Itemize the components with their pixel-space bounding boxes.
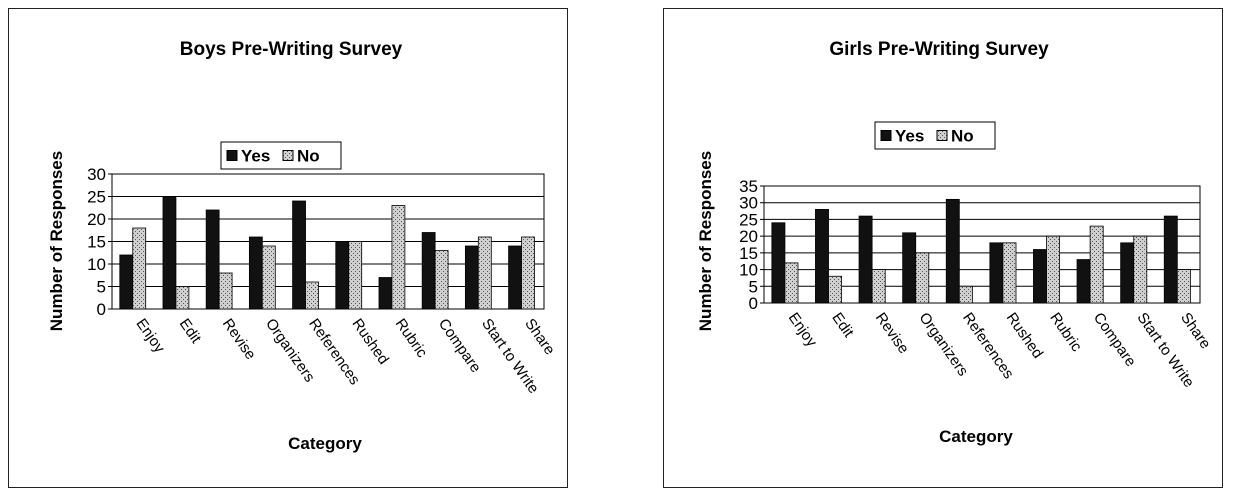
y-tick-label: 20 (87, 210, 106, 229)
bar-no-organizers (915, 252, 930, 304)
y-tick-label: 30 (739, 194, 758, 213)
girls-chart-panel: Girls Pre-Writing Survey Yes No 0 5 10 15 20 25 3… (663, 8, 1223, 488)
x-tick-label: Rushed (1003, 310, 1047, 362)
legend-no-swatch (282, 150, 294, 161)
x-tick-label: Enjoy (132, 316, 168, 357)
x-axis-title: Category (939, 427, 1013, 446)
y-tick-label: 0 (749, 294, 758, 313)
bar-yes-rushed (989, 242, 1004, 304)
bar-yes-compare (421, 232, 436, 310)
x-tick-label: Enjoy (785, 310, 821, 351)
bar-yes-enjoy (771, 222, 786, 304)
y-tick-label: 10 (87, 255, 106, 274)
y-tick-label: 15 (87, 233, 106, 252)
x-tick-label: Edit (828, 310, 857, 342)
bar-no-start-to-write (477, 236, 492, 310)
y-tick-label: 25 (87, 188, 106, 207)
bar-yes-rushed (335, 241, 350, 310)
x-tick-label: Compare (1090, 310, 1139, 370)
legend-no-label: No (951, 127, 974, 146)
x-tick-label: Revise (219, 316, 259, 363)
y-tick-label: 0 (97, 300, 106, 319)
x-tick-label: Share (521, 316, 558, 359)
x-tick-label: Rushed (348, 316, 392, 368)
y-tick-label: 5 (749, 277, 758, 296)
y-tick-label: 30 (87, 165, 106, 184)
x-axis-title: Category (288, 434, 362, 453)
x-tick-label: Compare (435, 316, 484, 376)
bar-no-rubric (391, 205, 406, 310)
plot-area (763, 185, 1201, 304)
y-tick-label: 25 (739, 210, 758, 229)
bar-no-revise (218, 272, 233, 310)
legend-no-swatch (936, 130, 948, 141)
plot-area (111, 173, 545, 310)
bar-no-edit (175, 286, 190, 310)
bar-no-start-to-write (1133, 235, 1148, 304)
x-tick-label: Share (1177, 310, 1214, 353)
bar-no-rubric (1046, 235, 1061, 304)
bar-yes-share (1163, 215, 1178, 304)
bar-no-compare (434, 250, 449, 310)
bar-no-share (521, 236, 535, 310)
y-tick-label: 20 (739, 227, 758, 246)
x-tick-label: Edit (176, 316, 205, 348)
bar-yes-rubric (1033, 249, 1047, 304)
chart-title: Girls Pre-Writing Survey (829, 39, 1049, 60)
bar-yes-organizers (248, 236, 263, 310)
bar-no-enjoy (132, 227, 147, 310)
y-tick-label: 35 (739, 177, 758, 196)
bar-no-organizers (261, 245, 276, 310)
bar-no-enjoy (784, 262, 799, 304)
y-tick-label: 15 (739, 244, 758, 263)
bar-yes-start-to-write (1120, 242, 1135, 304)
legend-yes-label: Yes (895, 127, 924, 146)
bar-yes-start-to-write (464, 245, 479, 310)
bar-no-references (958, 285, 973, 304)
bar-yes-revise (858, 215, 873, 304)
bar-yes-enjoy (119, 254, 134, 310)
boys-chart-panel: Boys Pre-Writing Survey Yes No 0 5 10 15 20 25 30… (8, 8, 568, 488)
legend-no-label: No (297, 147, 320, 166)
bar-no-references (305, 281, 319, 310)
bar-no-edit (828, 275, 843, 304)
x-tick-label: Revise (872, 310, 912, 357)
legend-yes-swatch (880, 130, 892, 141)
y-tick-label: 5 (97, 278, 106, 297)
bar-no-compare (1089, 225, 1104, 304)
x-tick-label: Rubric (392, 316, 431, 362)
legend-yes-swatch (226, 150, 238, 161)
bar-yes-edit (162, 196, 177, 310)
legend: Yes No (874, 121, 996, 150)
bar-yes-revise (205, 209, 220, 310)
bar-no-revise (871, 269, 886, 304)
bar-no-rushed (348, 241, 363, 310)
legend-yes-label: Yes (241, 147, 270, 166)
bar-yes-references (292, 200, 306, 310)
legend: Yes No (220, 141, 342, 170)
x-tick-label: Rubric (1046, 310, 1085, 356)
y-axis-title: Number of Responses (696, 151, 715, 331)
bar-yes-rubric (378, 277, 393, 310)
bar-yes-compare (1076, 259, 1091, 304)
y-axis-title: Number of Responses (47, 151, 66, 331)
bar-no-rushed (1002, 242, 1017, 304)
bar-no-share (1176, 269, 1191, 304)
bar-yes-share (508, 245, 522, 310)
bar-yes-edit (815, 208, 829, 304)
bar-yes-organizers (902, 232, 917, 304)
y-tick-label: 10 (739, 261, 758, 280)
boys-chart-svg: Boys Pre-Writing Survey Yes No 0 5 10 15 20 25 30… (47, 39, 558, 453)
chart-title: Boys Pre-Writing Survey (180, 39, 403, 60)
bar-yes-references (945, 198, 960, 304)
